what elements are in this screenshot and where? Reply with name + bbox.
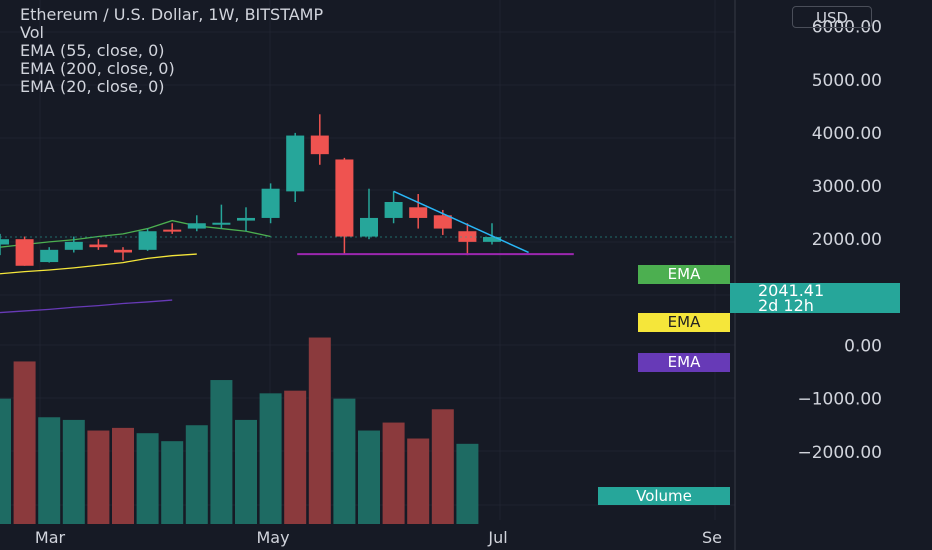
- candle-body: [458, 231, 477, 242]
- candle-body: [261, 188, 280, 218]
- volume-bar: [259, 393, 282, 524]
- last-price-value: 2041.41: [758, 281, 825, 300]
- x-tick-label: Mar: [35, 528, 66, 547]
- volume-bar: [284, 390, 307, 524]
- volume-bar: [112, 427, 134, 524]
- currency-button[interactable]: USD: [792, 6, 872, 28]
- candle-body: [286, 135, 305, 192]
- y-tick-label: 2000.00: [812, 230, 882, 250]
- chart-legend: Ethereum / U.S. Dollar, 1W, BITSTAMP Vol…: [20, 6, 323, 96]
- volume-bar: [210, 380, 233, 524]
- candle-body: [384, 201, 403, 218]
- candle-body: [212, 222, 231, 225]
- bar-countdown: 2d 12h: [758, 296, 814, 315]
- volume-bar: [13, 361, 36, 524]
- candle-body: [64, 241, 83, 250]
- candle-body: [335, 159, 354, 237]
- volume-bar: [382, 422, 405, 524]
- volume-bar: [456, 443, 479, 524]
- ema-20-line: [0, 219, 271, 248]
- volume-bars: [0, 337, 479, 524]
- volume-bar: [407, 438, 430, 524]
- volume-bar: [431, 409, 454, 524]
- volume-bar: [38, 417, 61, 524]
- candlesticks: [0, 114, 501, 266]
- ema-55-label: EMA: [638, 313, 730, 332]
- candle-body: [360, 217, 378, 237]
- candle-body: [433, 215, 452, 229]
- y-tick-label: 4000.00: [812, 124, 882, 144]
- y-tick-label: 5000.00: [812, 71, 882, 91]
- volume-bar: [235, 419, 257, 524]
- volume-bar: [62, 419, 85, 524]
- volume-bar: [308, 337, 331, 524]
- ema-200-label: EMA: [638, 353, 730, 372]
- indicator-ema-55[interactable]: EMA (55, close, 0): [20, 41, 165, 60]
- y-tick-label: −1000.00: [797, 390, 882, 410]
- candle-body: [89, 244, 108, 248]
- volume-bar: [358, 430, 380, 524]
- ema-200-line: [0, 299, 173, 314]
- volume-bar: [161, 441, 184, 524]
- x-tick-label: May: [256, 528, 289, 547]
- volume-bar: [87, 430, 110, 524]
- price-axis[interactable]: 7000.006000.005000.004000.003000.002000.…: [797, 0, 882, 463]
- indicator-vol[interactable]: Vol: [20, 23, 44, 42]
- candle-body: [163, 229, 182, 232]
- last-price-tag: 2041.41 2d 12h: [730, 281, 900, 315]
- volume-bar: [0, 398, 11, 524]
- ema-20-label: EMA: [638, 265, 730, 284]
- candle-body: [114, 249, 132, 253]
- x-tick-label: Jul: [487, 528, 507, 547]
- y-tick-label: −2000.00: [797, 443, 882, 463]
- trendline: [393, 190, 529, 254]
- time-axis[interactable]: Mar May Jul Se: [35, 528, 722, 547]
- candle-body: [15, 239, 34, 266]
- ema-lines: [0, 219, 271, 314]
- candle-body: [409, 207, 428, 218]
- y-tick-label: 0.00: [844, 337, 882, 357]
- candle-body: [483, 237, 501, 242]
- candle-body: [138, 231, 157, 250]
- symbol-title[interactable]: Ethereum / U.S. Dollar, 1W, BITSTAMP: [20, 5, 324, 24]
- volume-label: Volume: [598, 487, 730, 505]
- candle-body: [237, 217, 255, 221]
- volume-bar: [333, 398, 356, 524]
- candle-body: [0, 239, 9, 245]
- indicator-ema-200[interactable]: EMA (200, close, 0): [20, 59, 175, 78]
- volume-bar: [136, 433, 159, 524]
- volume-bar: [185, 425, 208, 524]
- ema-55-line: [0, 253, 197, 275]
- drawings: [0, 190, 735, 256]
- candle-body: [310, 135, 329, 155]
- candle-body: [40, 249, 59, 263]
- x-tick-label: Se: [702, 528, 722, 547]
- candle-body: [187, 223, 206, 229]
- grid-lines: [0, 0, 735, 520]
- indicator-ema-20[interactable]: EMA (20, close, 0): [20, 77, 165, 96]
- y-tick-label: 3000.00: [812, 177, 882, 197]
